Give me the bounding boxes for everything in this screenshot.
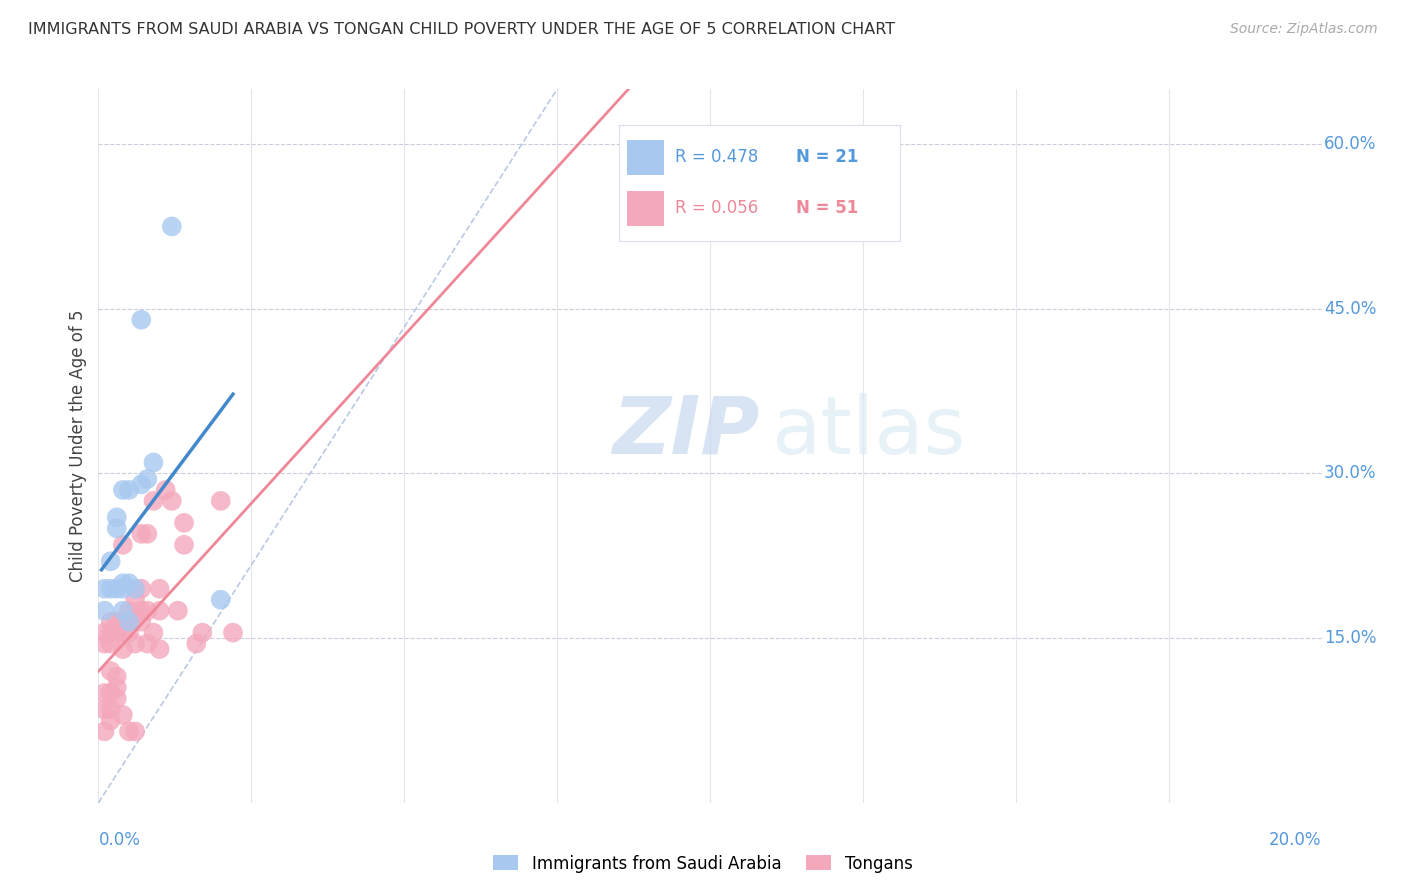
Point [129,477,152,491]
Point [111,582,134,596]
Point [100,714,122,728]
Point [118,483,141,497]
Point [118,576,141,591]
Point [209,592,232,607]
Point [118,625,141,640]
Point [136,604,159,618]
Point [124,592,146,607]
Point [100,702,122,716]
Point [105,681,128,695]
Point [111,576,134,591]
Point [124,582,146,596]
Legend: Immigrants from Saudi Arabia, Tongans: Immigrants from Saudi Arabia, Tongans [486,848,920,880]
Point [129,604,152,618]
Point [142,455,165,469]
Point [118,604,141,618]
Point [167,604,190,618]
Text: atlas: atlas [772,392,966,471]
Point [118,724,141,739]
Point [129,312,152,326]
Point [209,494,232,508]
Text: 15.0%: 15.0% [1324,629,1376,647]
Point [124,724,146,739]
Point [100,637,122,651]
Point [160,219,183,234]
Point [129,582,152,596]
Text: R = 0.056: R = 0.056 [675,200,758,218]
Point [136,526,159,541]
Point [111,708,134,723]
Y-axis label: Child Poverty Under the Age of 5: Child Poverty Under the Age of 5 [69,310,87,582]
Point [111,604,134,618]
Point [149,604,172,618]
Point [191,625,214,640]
Point [129,615,152,629]
Point [173,516,195,530]
Point [100,664,122,678]
Point [136,637,159,651]
Point [100,554,122,568]
FancyBboxPatch shape [627,140,664,175]
Point [100,615,122,629]
Point [111,625,134,640]
Point [111,483,134,497]
Point [124,637,146,651]
Point [105,510,128,524]
Point [105,582,128,596]
Point [111,642,134,657]
Point [155,483,177,497]
Point [118,615,141,629]
Point [111,615,134,629]
Point [149,582,172,596]
Point [93,637,115,651]
Text: 60.0%: 60.0% [1324,135,1376,153]
Point [142,494,165,508]
Point [105,521,128,535]
Point [111,538,134,552]
Text: 20.0%: 20.0% [1270,831,1322,849]
Point [186,637,208,651]
Text: 30.0%: 30.0% [1324,465,1376,483]
Point [173,538,195,552]
Point [93,582,115,596]
Text: R = 0.478: R = 0.478 [675,148,758,166]
Point [222,625,245,640]
Point [93,686,115,700]
Point [100,582,122,596]
Point [93,604,115,618]
FancyBboxPatch shape [627,191,664,226]
Point [129,526,152,541]
Point [160,494,183,508]
Point [93,625,115,640]
Point [93,724,115,739]
Text: 45.0%: 45.0% [1324,300,1376,318]
Text: Source: ZipAtlas.com: Source: ZipAtlas.com [1230,22,1378,37]
Point [105,615,128,629]
Point [136,472,159,486]
Text: N = 21: N = 21 [796,148,858,166]
Point [100,625,122,640]
Text: N = 51: N = 51 [796,200,858,218]
Text: 0.0%: 0.0% [98,831,141,849]
Point [118,615,141,629]
Text: IMMIGRANTS FROM SAUDI ARABIA VS TONGAN CHILD POVERTY UNDER THE AGE OF 5 CORRELAT: IMMIGRANTS FROM SAUDI ARABIA VS TONGAN C… [28,22,896,37]
Text: ZIP: ZIP [612,392,759,471]
Point [105,669,128,683]
Point [142,625,165,640]
Point [149,642,172,657]
Point [124,609,146,624]
Point [105,625,128,640]
Point [105,691,128,706]
Point [100,686,122,700]
Point [93,702,115,716]
